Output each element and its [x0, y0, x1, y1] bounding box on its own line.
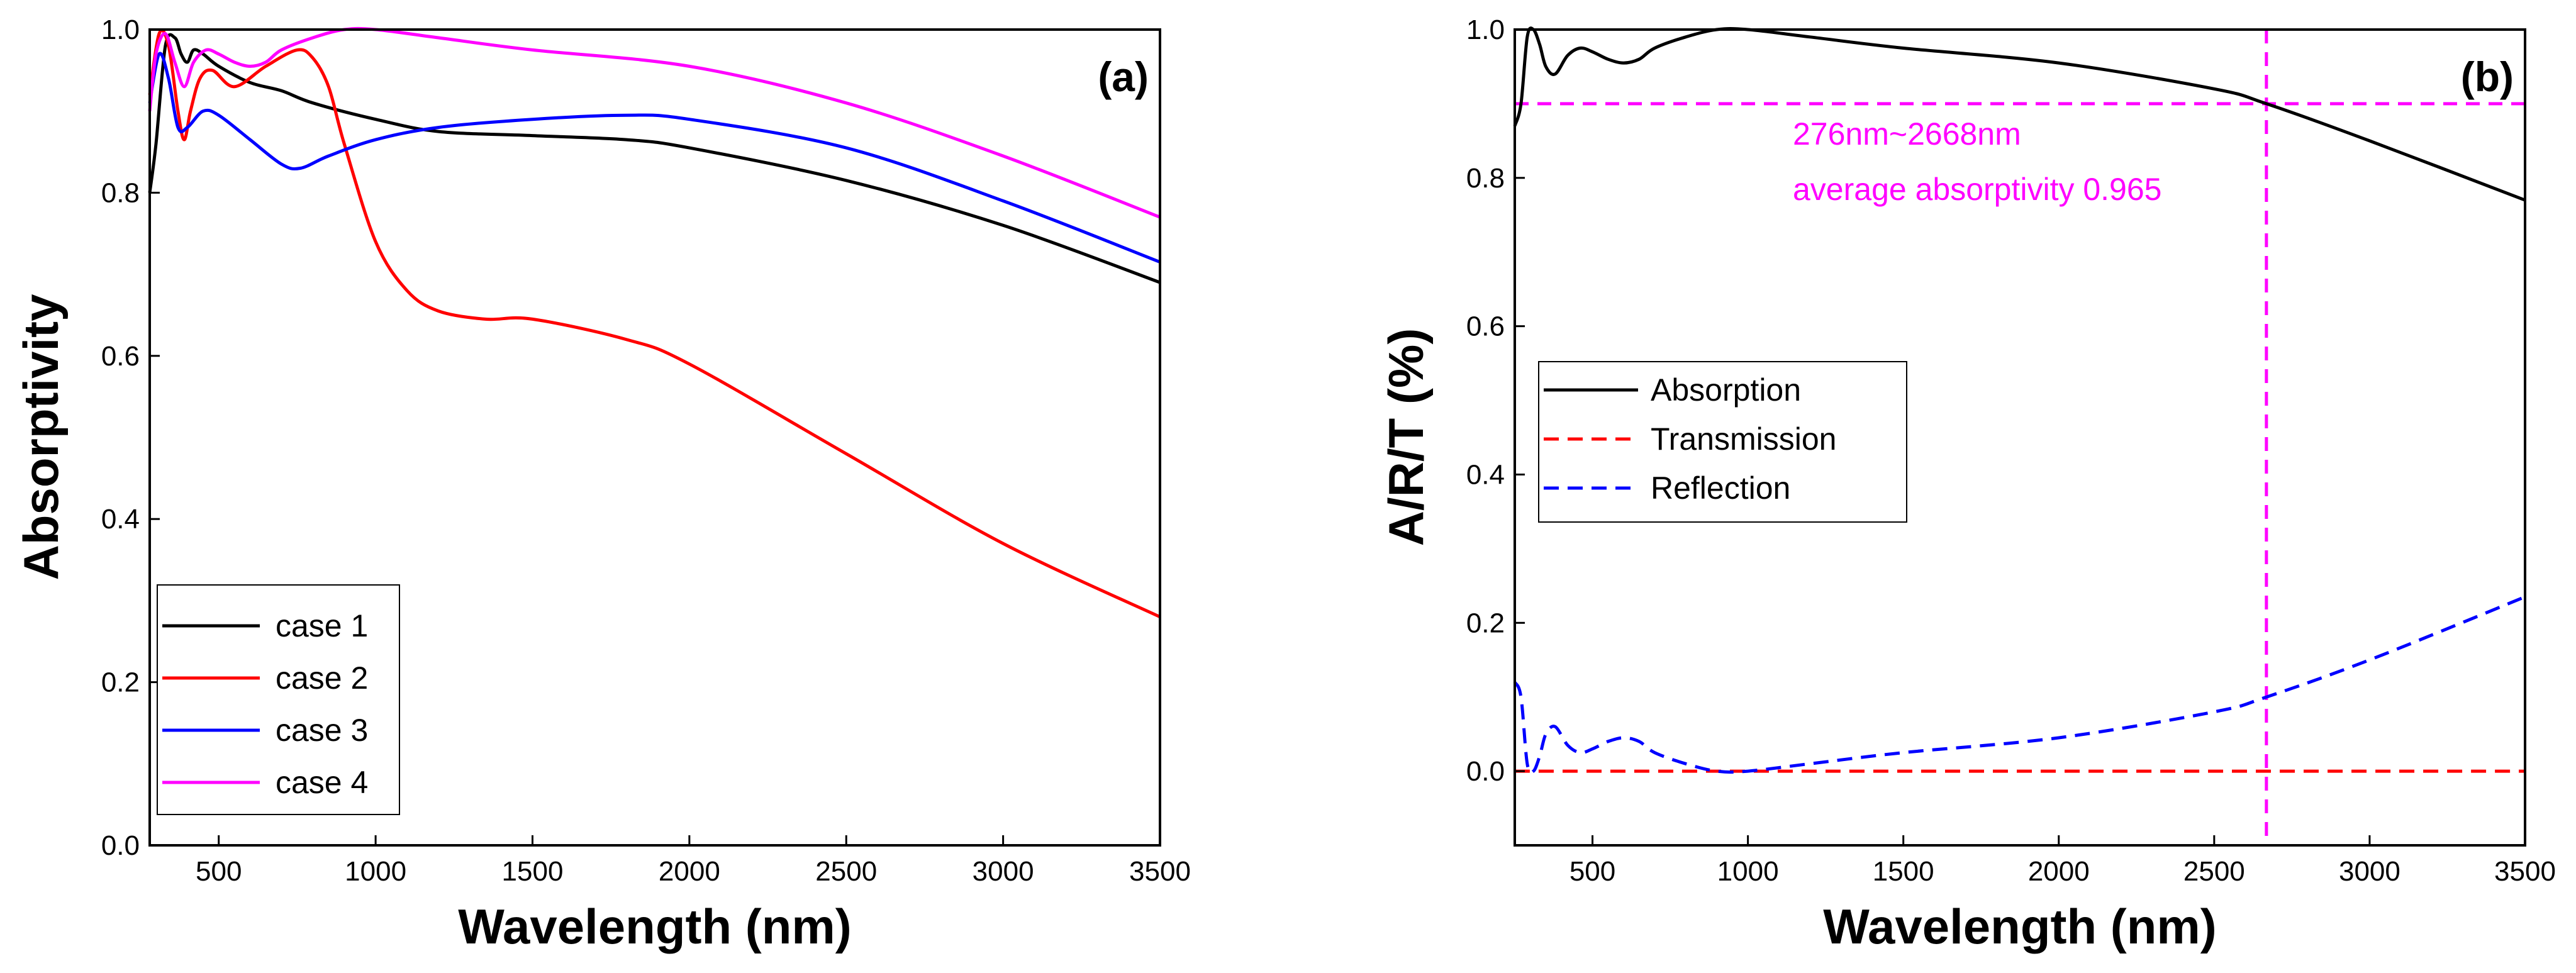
chart-panel-a: 500 1000 1500 2000 2500 3000 3500 0.0 0.2 0.4 0.6…	[13, 14, 1191, 954]
x-tick-label: 1500	[1873, 856, 1934, 887]
x-tick-label: 2000	[2028, 856, 2090, 887]
y-tick-label: 0.8	[1466, 163, 1505, 194]
x-tick-label: 1000	[345, 856, 406, 887]
chart-panel-b: 500 1000 1500 2000 2500 3000 3500 0.0 0.2 0.4 0.6…	[1378, 14, 2556, 954]
legend-label: Reflection	[1651, 470, 1790, 506]
y-tick-label: 0.2	[101, 667, 140, 698]
legend-label: case 2	[276, 660, 368, 696]
y-ticks-a: 0.0 0.2 0.4 0.6 0.8 1.0	[101, 14, 160, 861]
legend-a: case 1 case 2 case 3 case 4	[157, 584, 400, 815]
x-ticks-b: 500 1000 1500 2000 2500 3000 3500	[1570, 835, 2556, 887]
y-tick-label: 0.2	[1466, 608, 1505, 638]
x-tick-label: 1500	[502, 856, 564, 887]
series-line-reflection	[1513, 595, 2526, 774]
series-line-absorption	[1513, 26, 2526, 202]
x-tick-label: 500	[1570, 856, 1615, 887]
y-tick-label: 0.4	[1466, 459, 1505, 490]
series-lines-b	[1513, 26, 2526, 774]
plot-frame-b	[1514, 28, 2526, 847]
y-axis-label-a: Absorptivity	[13, 294, 69, 580]
x-axis-label-a: Wavelength (nm)	[458, 899, 851, 954]
x-tick-label: 3000	[2339, 856, 2400, 887]
y-tick-label: 0.0	[1466, 756, 1505, 787]
y-tick-label: 1.0	[1466, 14, 1505, 45]
series-line-case-2	[148, 28, 1161, 619]
x-tick-label: 500	[196, 856, 242, 887]
annotation-average: average absorptivity 0.965	[1793, 172, 2161, 207]
panel-label-b: (b)	[2461, 53, 2514, 100]
y-tick-label: 0.8	[101, 177, 140, 208]
x-tick-label: 3500	[2494, 856, 2556, 887]
series-line-case-3	[148, 52, 1161, 264]
series-line-case-4	[148, 26, 1161, 219]
y-tick-label: 0.0	[101, 830, 140, 861]
legend-label: Transmission	[1651, 421, 1836, 457]
x-tick-label: 2500	[2183, 856, 2245, 887]
series-line-case-1	[148, 33, 1161, 284]
legend-box-a	[157, 584, 400, 815]
y-tick-label: 0.4	[101, 504, 140, 535]
x-tick-label: 3500	[1129, 856, 1191, 887]
y-tick-label: 1.0	[101, 14, 140, 45]
x-tick-label: 2000	[659, 856, 720, 887]
legend-label: Absorption	[1651, 372, 1801, 408]
y-ticks-b: 0.0 0.2 0.4 0.6 0.8 1.0	[1466, 14, 1525, 787]
annotation-range: 276nm~2668nm	[1793, 116, 2021, 152]
series-lines-a	[148, 26, 1161, 619]
panel-label-a: (a)	[1098, 53, 1149, 100]
legend-label: case 4	[276, 765, 368, 800]
x-tick-label: 2500	[815, 856, 877, 887]
y-tick-label: 0.6	[101, 341, 140, 372]
y-tick-label: 0.6	[1466, 311, 1505, 342]
x-ticks-a: 500 1000 1500 2000 2500 3000 3500	[196, 835, 1191, 887]
y-axis-label-b: A/R/T (%)	[1378, 328, 1434, 547]
x-tick-label: 1000	[1717, 856, 1779, 887]
legend-label: case 1	[276, 608, 368, 643]
plot-frame-a	[148, 28, 1161, 847]
legend-b: Absorption Transmission Reflection	[1538, 361, 1907, 523]
x-axis-label-b: Wavelength (nm)	[1823, 899, 2216, 954]
reference-lines-b	[1515, 30, 2525, 845]
x-tick-label: 3000	[973, 856, 1034, 887]
legend-label: case 3	[276, 713, 368, 748]
